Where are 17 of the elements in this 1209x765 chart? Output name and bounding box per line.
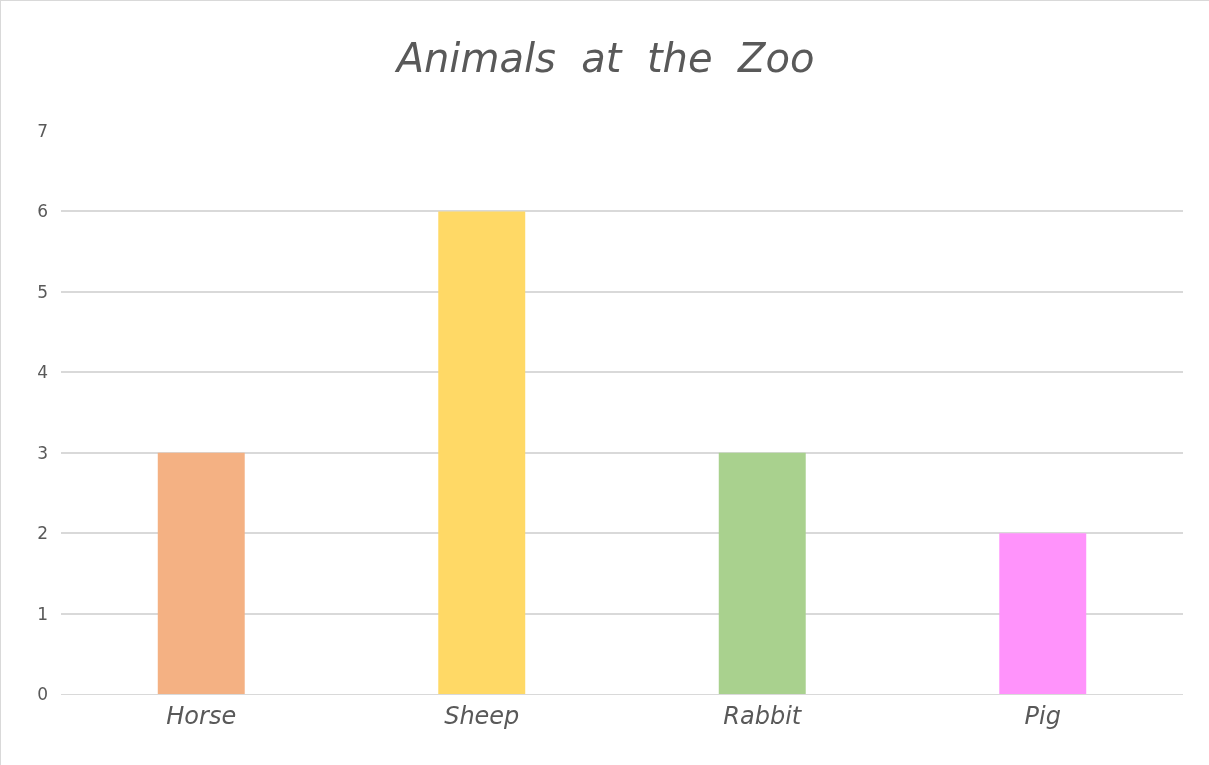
bar: [718, 452, 806, 694]
y-tick-label: 0: [37, 683, 48, 704]
y-tick-label: 5: [37, 281, 48, 302]
chart-title: Animals at the Zoo: [393, 35, 815, 82]
x-tick-label: Sheep: [444, 701, 520, 730]
y-tick-label: 7: [37, 120, 48, 141]
x-tick-label: Horse: [166, 701, 237, 730]
bar: [999, 533, 1087, 694]
x-tick-label: Pig: [1024, 701, 1061, 730]
y-tick-label: 6: [37, 201, 48, 222]
x-tick-label: Rabbit: [723, 701, 803, 730]
y-tick-label: 2: [37, 523, 48, 544]
bar: [157, 452, 245, 694]
bar: [438, 211, 526, 694]
y-tick-label: 4: [37, 362, 48, 383]
y-tick-label: 1: [37, 603, 48, 624]
y-tick-label: 3: [37, 442, 48, 463]
